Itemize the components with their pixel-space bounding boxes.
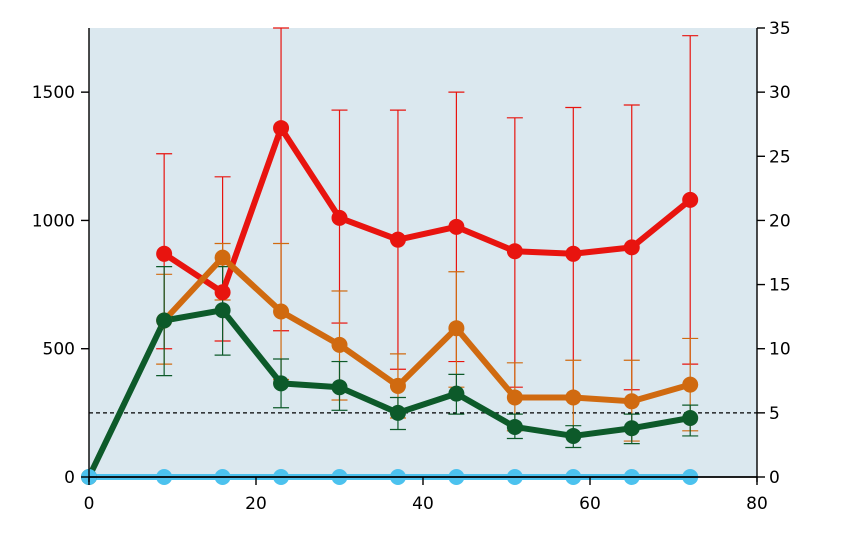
- x-tick-label: 20: [245, 494, 267, 514]
- data-point: [623, 420, 640, 437]
- data-point: [156, 312, 173, 329]
- data-point: [331, 379, 348, 396]
- y-tick-label-right: 5: [769, 404, 780, 424]
- data-point: [448, 320, 465, 337]
- data-point: [389, 404, 406, 421]
- y-tick-label-right: 35: [769, 19, 791, 39]
- axes-layer: [81, 27, 765, 485]
- x-tick-label: 40: [412, 494, 434, 514]
- data-point: [565, 389, 582, 406]
- data-point: [448, 218, 465, 235]
- data-point: [506, 243, 523, 260]
- data-point: [214, 284, 231, 301]
- data-point: [156, 245, 173, 262]
- y-tick-label-right: 30: [769, 83, 791, 103]
- y-tick-label-left: 1000: [32, 211, 75, 231]
- data-point: [506, 389, 523, 406]
- y-tick-label-left: 500: [43, 340, 75, 360]
- y-tick-label-right: 0: [769, 468, 780, 488]
- x-tick-label: 60: [579, 494, 601, 514]
- data-point: [389, 377, 406, 394]
- plot-background: [89, 28, 757, 477]
- data-point: [331, 209, 348, 226]
- y-tick-label-right: 15: [769, 276, 791, 296]
- y-tick-label-left: 1500: [32, 83, 75, 103]
- series-line: [161, 125, 694, 296]
- series-points-layer: [81, 120, 699, 485]
- data-point: [331, 336, 348, 353]
- series-line: [161, 254, 694, 405]
- data-point: [623, 239, 640, 256]
- y-tick-label-left: 0: [64, 468, 75, 488]
- x-tick-label: 0: [84, 494, 95, 514]
- data-point: [506, 418, 523, 435]
- data-point: [214, 249, 231, 266]
- x-tick-label: 80: [746, 494, 768, 514]
- data-point: [214, 302, 231, 319]
- data-point: [273, 303, 290, 320]
- data-point: [565, 245, 582, 262]
- data-point: [682, 409, 699, 426]
- data-point: [273, 375, 290, 392]
- y-tick-label-right: 20: [769, 211, 791, 231]
- data-point: [273, 120, 290, 137]
- data-point: [682, 376, 699, 393]
- y-tick-label-right: 10: [769, 340, 791, 360]
- y-tick-label-right: 25: [769, 147, 791, 167]
- data-point: [682, 191, 699, 208]
- data-point: [448, 385, 465, 402]
- data-point: [623, 393, 640, 410]
- data-point: [565, 427, 582, 444]
- data-point: [389, 231, 406, 248]
